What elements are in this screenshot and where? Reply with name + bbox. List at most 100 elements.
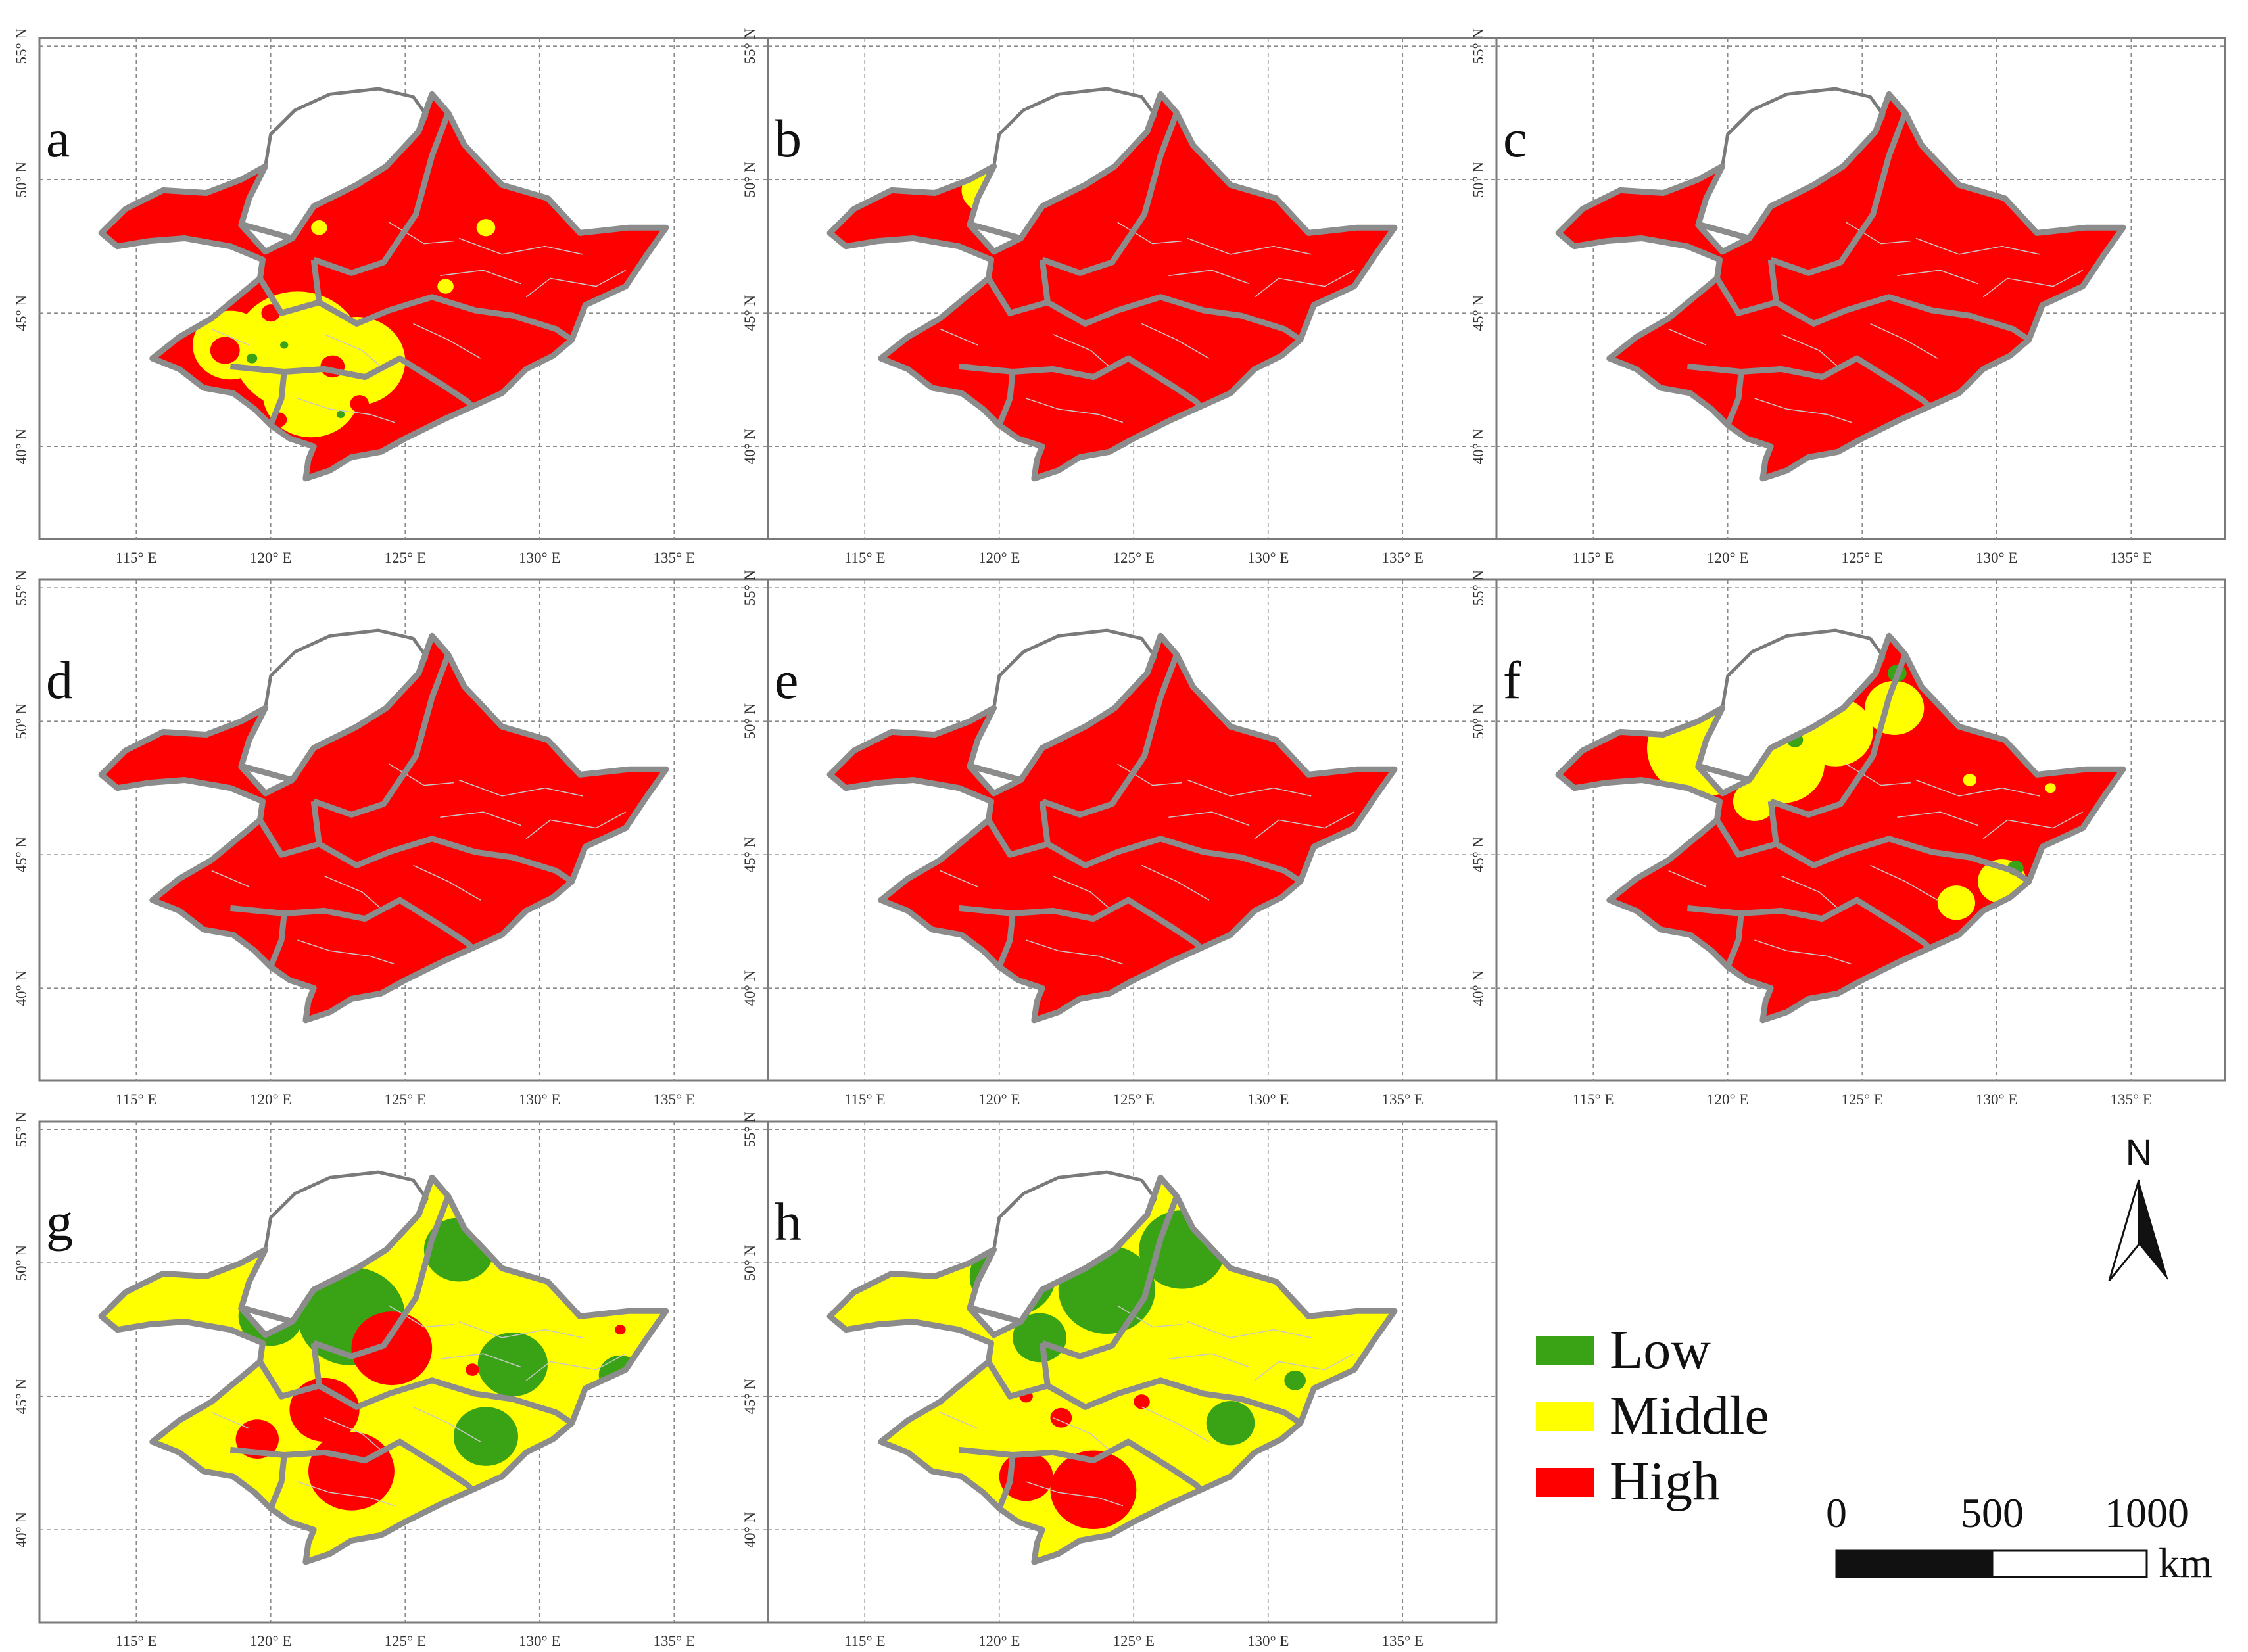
legend-swatch-high: [1536, 1468, 1594, 1497]
county-boundary: [1870, 323, 1938, 359]
longitude-tick-label: 130° E: [1247, 550, 1289, 566]
latitude-tick-label: 50° N: [742, 1245, 758, 1281]
county-boundary: [1982, 811, 2083, 839]
longitude-tick-label: 135° E: [2110, 550, 2152, 566]
patch-middle: [437, 279, 454, 294]
region-outline: [826, 1174, 1398, 1565]
latitude-tick-label: 55° N: [1470, 570, 1487, 606]
longitude-tick-label: 115° E: [116, 1091, 157, 1108]
region-fill-high: [830, 636, 1395, 1020]
county-boundary: [1897, 270, 1978, 285]
map-panel-c: 115° E 120° E 125° E 130° E 135° E 40° N 45° N…: [1470, 28, 2226, 566]
map-panels: 115° E 120° E 125° E 130° E 135° E 40° N 45° N…: [13, 28, 2226, 1649]
county-boundary: [1254, 1353, 1354, 1381]
county-boundary: [1982, 270, 2083, 298]
latitude-tick-label: 40° N: [1470, 970, 1487, 1006]
county-boundary: [324, 1417, 384, 1453]
county-boundary: [297, 939, 395, 965]
county-boundary: [413, 864, 481, 901]
patch-middle: [476, 219, 496, 237]
longitude-tick-label: 130° E: [1247, 1633, 1289, 1649]
map-panel-b: 115° E 120° E 125° E 130° E 135° E 40° N 45° N…: [742, 28, 1498, 566]
province-boundary: [268, 1455, 287, 1510]
province-boundary: [1041, 112, 1180, 276]
province-boundary: [310, 1342, 574, 1426]
county-boundary: [413, 1406, 481, 1442]
county-boundary: [1117, 763, 1182, 786]
county-boundary: [324, 876, 384, 911]
patch-middle: [1963, 774, 1977, 786]
province-boundary: [312, 1195, 451, 1359]
patch-high: [308, 1432, 395, 1511]
latitude-tick-label: 40° N: [742, 1512, 758, 1548]
longitude-tick-label: 125° E: [1841, 1091, 1883, 1108]
province-boundary: [1039, 259, 1303, 342]
region-outline: [98, 91, 669, 482]
map-panel-a: 115° E 120° E 125° E 130° E 135° E 40° N 45° N…: [13, 28, 769, 566]
county-boundary: [1187, 779, 1312, 797]
province-boundary: [986, 1360, 1049, 1400]
latitude-tick-label: 50° N: [13, 1245, 30, 1281]
county-boundary: [440, 270, 521, 285]
latitude-tick-label: 45° N: [13, 1379, 30, 1415]
county-boundary: [1026, 939, 1124, 965]
latitude-tick-label: 40° N: [1470, 429, 1487, 465]
latitude-tick-label: 40° N: [13, 970, 30, 1006]
province-boundary: [1039, 1342, 1303, 1426]
patch-high: [1050, 1450, 1137, 1530]
county-boundary: [440, 1353, 521, 1368]
patch-low: [1284, 1370, 1306, 1390]
patch-high: [351, 1311, 433, 1386]
scale-bar-black: [1835, 1549, 1994, 1578]
county-boundary: [1846, 763, 1911, 786]
legend-item-high: High: [1536, 1451, 1720, 1512]
county-boundary: [458, 1321, 583, 1338]
province-boundary: [229, 897, 475, 951]
province-boundary: [268, 913, 287, 968]
latitude-tick-label: 55° N: [742, 570, 758, 606]
longitude-tick-label: 120° E: [250, 1633, 292, 1649]
county-boundary: [1141, 323, 1210, 359]
latitude-tick-label: 55° N: [1470, 28, 1487, 64]
province-boundary: [996, 913, 1016, 968]
longitude-tick-label: 125° E: [1112, 1633, 1155, 1649]
province-boundary: [1041, 1195, 1180, 1359]
county-boundary: [413, 323, 481, 359]
county-boundary: [1026, 398, 1124, 423]
latitude-tick-label: 50° N: [742, 162, 758, 198]
panel-label-b: b: [775, 108, 801, 168]
latitude-tick-label: 55° N: [13, 1112, 30, 1148]
province-boundary: [1686, 897, 1932, 951]
province-boundary: [257, 277, 320, 316]
north-arrow-icon: [2108, 1179, 2140, 1281]
longitude-tick-label: 135° E: [1381, 1633, 1423, 1649]
north-arrow-icon-dark: [2139, 1180, 2168, 1281]
longitude-tick-label: 130° E: [1247, 1091, 1289, 1108]
latitude-tick-label: 45° N: [13, 837, 30, 873]
latitude-tick-label: 45° N: [1470, 837, 1487, 873]
latitude-tick-label: 55° N: [742, 28, 758, 64]
map-panel-h: 115° E 120° E 125° E 130° E 135° E 40° N 45° N…: [742, 1112, 1498, 1649]
map-panel-d: 115° E 120° E 125° E 130° E 135° E 40° N 45° N…: [13, 570, 769, 1108]
county-boundary: [1870, 864, 1938, 901]
longitude-tick-label: 120° E: [250, 1091, 292, 1108]
latitude-tick-label: 40° N: [742, 429, 758, 465]
patch-high: [210, 337, 240, 364]
latitude-tick-label: 50° N: [13, 703, 30, 740]
region-outline: [98, 1174, 669, 1565]
latitude-tick-label: 45° N: [742, 837, 758, 873]
north-arrow-label: N: [2126, 1131, 2152, 1173]
patch-high: [1134, 1394, 1150, 1409]
latitude-tick-label: 50° N: [742, 703, 758, 740]
county-boundary: [389, 763, 454, 786]
county-boundary: [1168, 1353, 1250, 1368]
latitude-tick-label: 40° N: [13, 429, 30, 465]
longitude-tick-label: 120° E: [978, 550, 1020, 566]
longitude-tick-label: 115° E: [844, 1091, 886, 1108]
county-boundary: [1117, 1305, 1182, 1328]
county-boundary: [389, 1305, 454, 1328]
county-boundary: [525, 811, 626, 839]
longitude-tick-label: 130° E: [519, 1633, 561, 1649]
latitude-tick-label: 45° N: [1470, 295, 1487, 331]
